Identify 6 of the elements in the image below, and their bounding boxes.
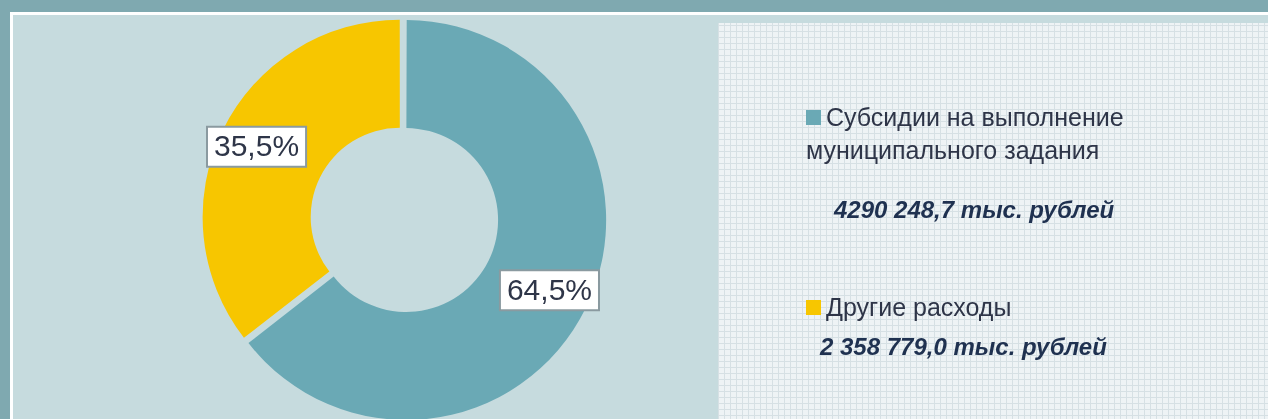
- legend-label: Другие расходы: [826, 293, 1012, 321]
- data-label: 35,5%: [214, 129, 300, 163]
- data-label: 64,5%: [506, 272, 592, 306]
- legend-label: Субсидии на выполнение муниципального задания: [806, 103, 1124, 164]
- text: 4290 248,7 тыс. рублей: [834, 196, 1115, 224]
- text: 2 358 779,0 тыс. рублей: [820, 333, 1107, 361]
